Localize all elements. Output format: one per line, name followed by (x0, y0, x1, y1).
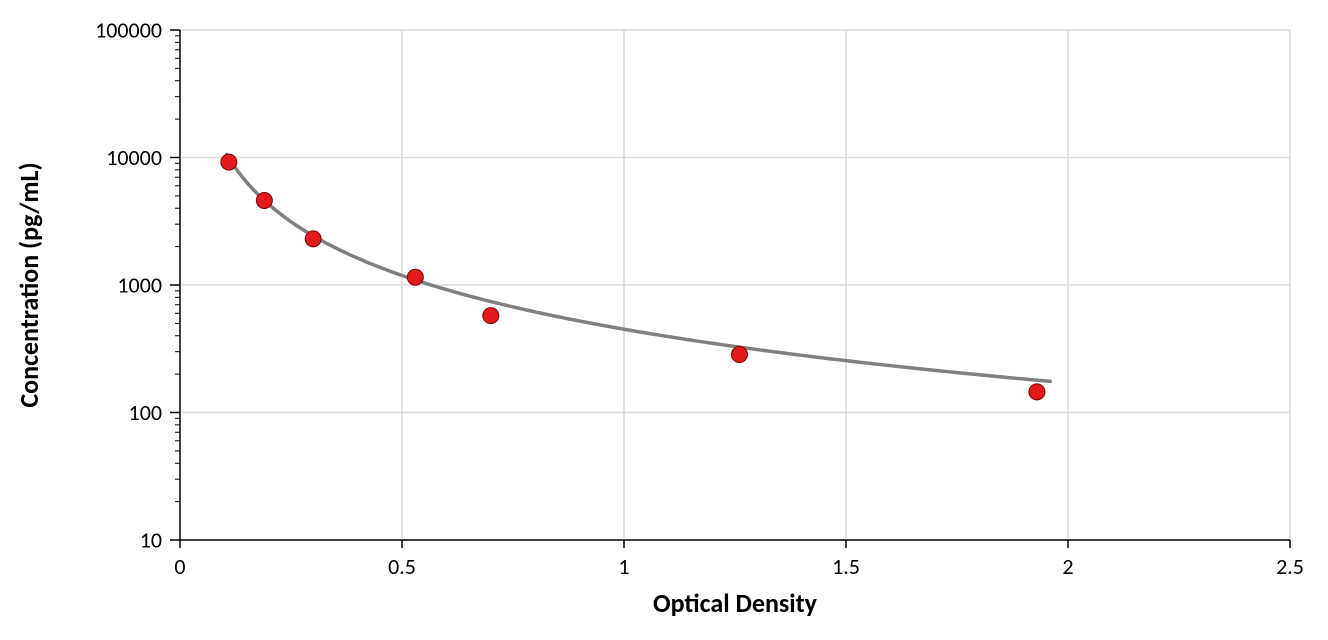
data-point (221, 154, 237, 170)
x-tick-label: 1.5 (832, 553, 860, 580)
data-point (1029, 384, 1045, 400)
x-tick-label: 1 (618, 553, 629, 580)
x-tick-label: 2 (1062, 553, 1073, 580)
y-tick-label: 100 (129, 399, 162, 426)
data-point (731, 347, 747, 363)
data-point (305, 231, 321, 247)
x-axis-title: Optical Density (653, 587, 818, 619)
x-tick-label: 2.5 (1276, 553, 1304, 580)
y-tick-label: 100000 (95, 17, 162, 44)
y-axis-title: Concentration (pg/mL) (13, 162, 45, 407)
y-tick-label: 1000 (117, 272, 162, 299)
chart-container: 0 0.5 1 1.5 2 2.5 10 100 1000 10000 100000 Optical … (0, 0, 1328, 640)
data-point (256, 192, 272, 208)
chart-svg: 0 0.5 1 1.5 2 2.5 10 100 1000 10000 100000 Optical … (0, 0, 1328, 640)
y-tick-label: 10000 (106, 144, 162, 171)
y-tick-label: 10 (140, 527, 162, 554)
x-tick-label: 0.5 (388, 553, 416, 580)
data-point (483, 308, 499, 324)
x-tick-label: 0 (174, 553, 185, 580)
data-point (407, 269, 423, 285)
